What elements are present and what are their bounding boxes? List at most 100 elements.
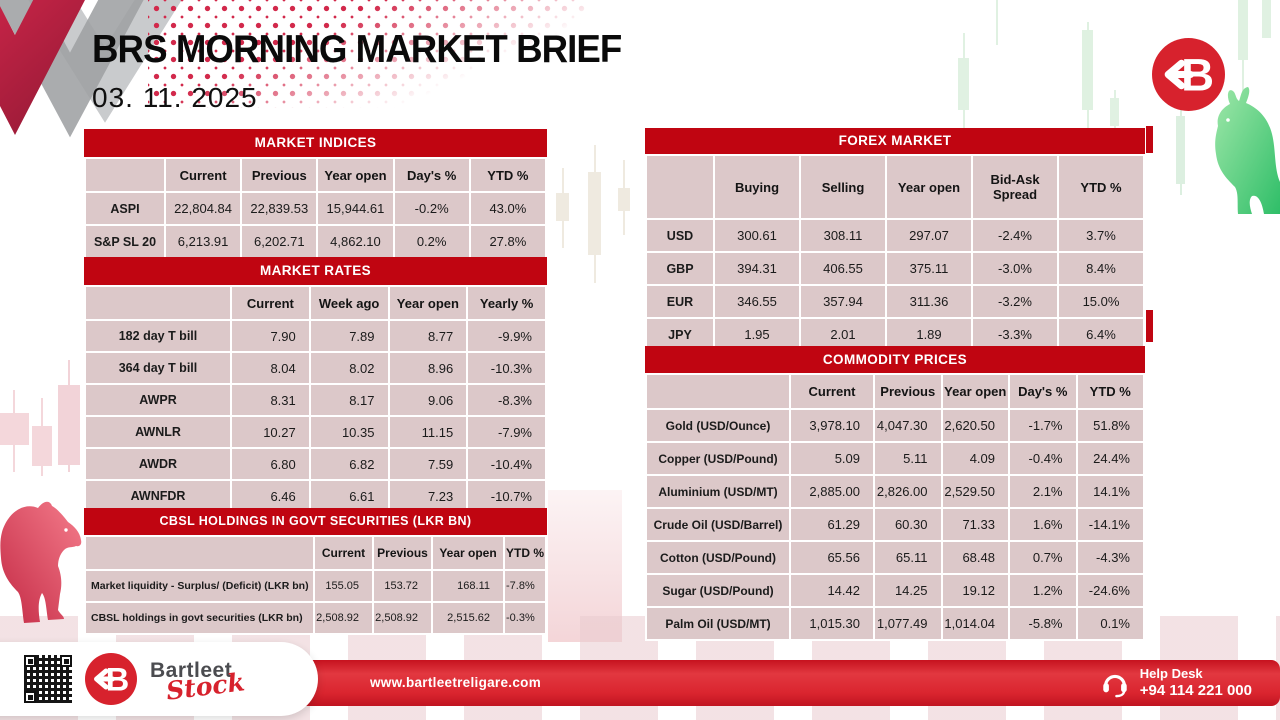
cell-value: 24.4% — [1077, 443, 1143, 474]
cell-value: 406.55 — [801, 253, 885, 284]
cell-value: 71.33 — [942, 509, 1008, 540]
column-header: Year open — [389, 287, 467, 319]
cell-value: -2.4% — [973, 220, 1057, 251]
cell-value: 2,529.50 — [942, 476, 1008, 507]
column-header: Year open — [433, 537, 503, 569]
cell-value: 27.8% — [470, 226, 545, 257]
table-title: COMMODITY PRICES — [645, 346, 1145, 373]
table: Current Previous Year open Day's % YTD % ASPI… — [84, 157, 547, 259]
row-label: Gold (USD/Ounce) — [647, 410, 789, 441]
cell-value: 6.46 — [232, 481, 309, 511]
market-rates-table: MARKET RATES Current Week ago Year open Yea… — [84, 257, 547, 513]
cell-value: 3,978.10 — [791, 410, 873, 441]
table: Buying Selling Year open Bid-Ask Spread YTD … — [645, 154, 1145, 352]
cell-value: 0.7% — [1010, 542, 1076, 573]
market-indices-table: MARKET INDICES Current Previous Year open D… — [84, 129, 547, 259]
candlestick-graphic — [618, 160, 630, 235]
logo-letter: B — [106, 662, 129, 698]
cell-value: 2,826.00 — [875, 476, 941, 507]
cell-value: 0.2% — [394, 226, 469, 257]
help-desk-block: Help Desk +94 114 221 000 — [1100, 660, 1252, 706]
forex-market-table: FOREX MARKET Buying Selling Year open Bid-A… — [645, 128, 1145, 352]
red-accent-strip — [1146, 310, 1153, 342]
column-header: Bid-Ask Spread — [973, 156, 1057, 218]
cell-value: 308.11 — [801, 220, 885, 251]
cell-value: 1.95 — [715, 319, 799, 350]
cell-value: 300.61 — [715, 220, 799, 251]
column-header: Current — [166, 159, 241, 191]
candlestick-graphic — [958, 33, 970, 128]
candlestick-graphic — [996, 0, 998, 45]
qr-code — [24, 655, 72, 703]
table-title: FOREX MARKET — [645, 128, 1145, 154]
cell-value: -24.6% — [1077, 575, 1143, 606]
cell-value: 168.11 — [433, 571, 503, 601]
row-label: ASPI — [86, 193, 164, 224]
cell-value: -7.8% — [505, 571, 545, 601]
cell-value: 1.89 — [887, 319, 971, 350]
table-title: MARKET RATES — [84, 257, 547, 285]
cell-value: 10.35 — [310, 417, 388, 447]
row-label: CBSL holdings in govt securities (LKR bn… — [86, 603, 313, 633]
cell-value: 14.1% — [1077, 476, 1143, 507]
cell-value: 61.29 — [791, 509, 873, 540]
cell-value: -14.1% — [1077, 509, 1143, 540]
row-label: AWDR — [86, 449, 230, 479]
cell-value: 8.31 — [232, 385, 309, 415]
cell-value: -4.3% — [1077, 542, 1143, 573]
cell-value: 1,015.30 — [791, 608, 873, 639]
column-header: Day's % — [394, 159, 469, 191]
row-label: AWPR — [86, 385, 230, 415]
cell-value: -0.3% — [505, 603, 545, 633]
cell-value: 5.11 — [875, 443, 941, 474]
cell-value: -10.4% — [468, 449, 545, 479]
row-label: AWNFDR — [86, 481, 230, 511]
page-date: 03. 11. 2025 — [92, 82, 258, 113]
bartleet-logo: B — [1152, 38, 1225, 111]
cell-value: 4,862.10 — [318, 226, 393, 257]
cell-value: -9.9% — [468, 321, 545, 351]
row-label: 182 day T bill — [86, 321, 230, 351]
red-accent-strip — [1146, 126, 1153, 153]
cell-value: 0.1% — [1077, 608, 1143, 639]
cell-value: 5.09 — [791, 443, 873, 474]
cell-value: 2,508.92 — [374, 603, 431, 633]
column-header: Previous — [242, 159, 317, 191]
cell-value: 8.17 — [310, 385, 388, 415]
brand-wordmark: Bartleet Stock — [150, 658, 246, 706]
column-header — [86, 287, 230, 319]
column-header: Current — [315, 537, 372, 569]
cell-value: 4,047.30 — [875, 410, 941, 441]
cell-value: 15.0% — [1059, 286, 1143, 317]
row-label: S&P SL 20 — [86, 226, 164, 257]
column-header: Previous — [374, 537, 431, 569]
cell-value: 15,944.61 — [318, 193, 393, 224]
cell-value: 297.07 — [887, 220, 971, 251]
help-desk-phone[interactable]: +94 114 221 000 — [1139, 681, 1252, 699]
column-header: Current — [232, 287, 309, 319]
cell-value: -0.2% — [394, 193, 469, 224]
row-label: Crude Oil (USD/Barrel) — [647, 509, 789, 540]
cell-value: 8.77 — [389, 321, 467, 351]
column-header: Year open — [318, 159, 393, 191]
cell-value: 7.59 — [389, 449, 467, 479]
cell-value: -8.3% — [468, 385, 545, 415]
cell-value: 14.25 — [875, 575, 941, 606]
column-header: Selling — [801, 156, 885, 218]
row-label: Cotton (USD/Pound) — [647, 542, 789, 573]
website-link[interactable]: www.bartleetreligare.com — [370, 675, 542, 690]
cell-value: 8.4% — [1059, 253, 1143, 284]
cell-value: 7.90 — [232, 321, 309, 351]
cell-value: 43.0% — [470, 193, 545, 224]
candlestick-graphic — [556, 168, 569, 248]
candlestick-graphic — [1262, 0, 1271, 38]
cell-value: 8.02 — [310, 353, 388, 383]
help-desk-text: Help Desk +94 114 221 000 — [1139, 666, 1252, 699]
cell-value: 65.56 — [791, 542, 873, 573]
halftone-dots-pattern — [148, 0, 588, 108]
candlestick-graphic — [1110, 90, 1120, 135]
table: Current Week ago Year open Yearly % 182 day … — [84, 285, 547, 513]
candlestick-graphic — [58, 360, 81, 472]
brand-name: Bartleet — [150, 658, 233, 682]
